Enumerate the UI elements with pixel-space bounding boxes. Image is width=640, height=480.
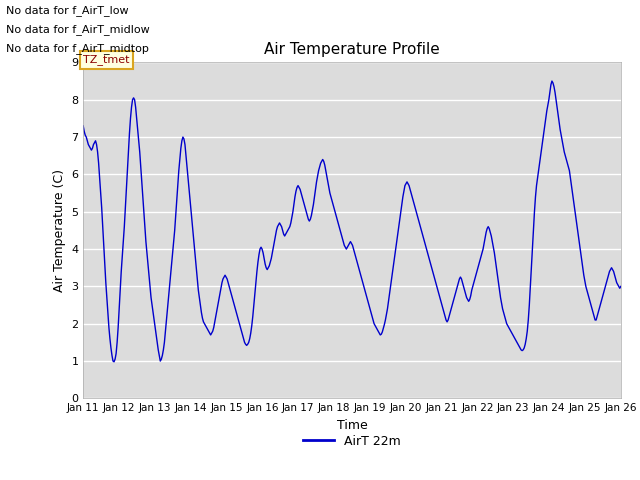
Text: TZ_tmet: TZ_tmet xyxy=(83,54,130,65)
X-axis label: Time: Time xyxy=(337,419,367,432)
Text: No data for f_AirT_midlow: No data for f_AirT_midlow xyxy=(6,24,150,35)
Legend: AirT 22m: AirT 22m xyxy=(298,430,406,453)
Title: Air Temperature Profile: Air Temperature Profile xyxy=(264,42,440,57)
Y-axis label: Air Temperature (C): Air Temperature (C) xyxy=(52,169,66,292)
Text: No data for f_AirT_low: No data for f_AirT_low xyxy=(6,5,129,16)
Text: No data for f_AirT_midtop: No data for f_AirT_midtop xyxy=(6,43,149,54)
